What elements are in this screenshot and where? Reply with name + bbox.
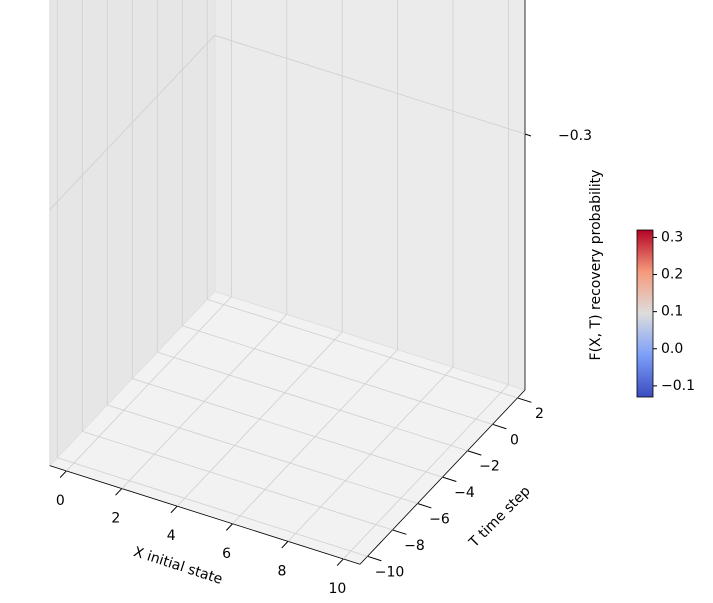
colorbar-tick-label: 0.1: [661, 304, 683, 320]
y-tick: [517, 397, 532, 403]
z-axis-label: F(X, T) recovery probability: [588, 170, 604, 361]
x-tick-label: 8: [278, 563, 287, 579]
grid-line: [107, 404, 418, 504]
grid-line: [182, 325, 493, 425]
x-tick: [59, 470, 67, 478]
grid-line: [49, 35, 216, 210]
y-tick-label: −10: [375, 564, 405, 580]
grid-line: [214, 35, 526, 135]
colorbar-tick-label: −0.1: [661, 378, 695, 394]
y-tick-label: −8: [404, 538, 425, 554]
grid-line: [57, 457, 368, 557]
x-tick-label: 2: [111, 511, 120, 527]
x-tick-label: 0: [56, 493, 65, 509]
y-tick: [467, 450, 482, 456]
colorbar-tick-label: 0.0: [661, 341, 683, 357]
back-pane: [214, 0, 526, 391]
y-tick-label: −4: [454, 485, 475, 501]
y-tick: [367, 555, 382, 562]
z-tick: [524, 133, 532, 137]
x-tick-label: 4: [167, 528, 176, 544]
x-tick: [281, 541, 289, 549]
panes: [48, 0, 532, 566]
y-tick: [417, 503, 432, 509]
x-axis-label: X initial state: [132, 544, 225, 588]
axis-line: [49, 465, 361, 565]
colorbar-tick-label: 0.2: [661, 267, 683, 283]
x-tick-label: 6: [222, 546, 231, 562]
y-axis-label: T time step: [466, 483, 534, 551]
y-tick: [392, 529, 407, 535]
x-tick-label: 10: [328, 581, 346, 597]
grid-line: [132, 378, 443, 478]
grid-line: [82, 430, 393, 531]
colorbar-tick-label: 0.3: [661, 229, 683, 245]
x-tick: [225, 523, 233, 531]
colorbar: [636, 229, 654, 398]
z-tick-label: −0.3: [558, 128, 592, 144]
y-tick-label: −6: [429, 512, 450, 528]
y-tick: [442, 476, 457, 482]
x-tick: [115, 488, 123, 496]
grid-line: [207, 298, 518, 399]
x-tick: [336, 558, 344, 566]
y-tick-label: 0: [510, 432, 519, 448]
grid-line: [157, 351, 468, 452]
x-tick: [170, 505, 178, 514]
y-tick-label: −2: [479, 459, 500, 475]
y-tick: [492, 423, 507, 430]
y-tick-label: 2: [535, 406, 544, 422]
